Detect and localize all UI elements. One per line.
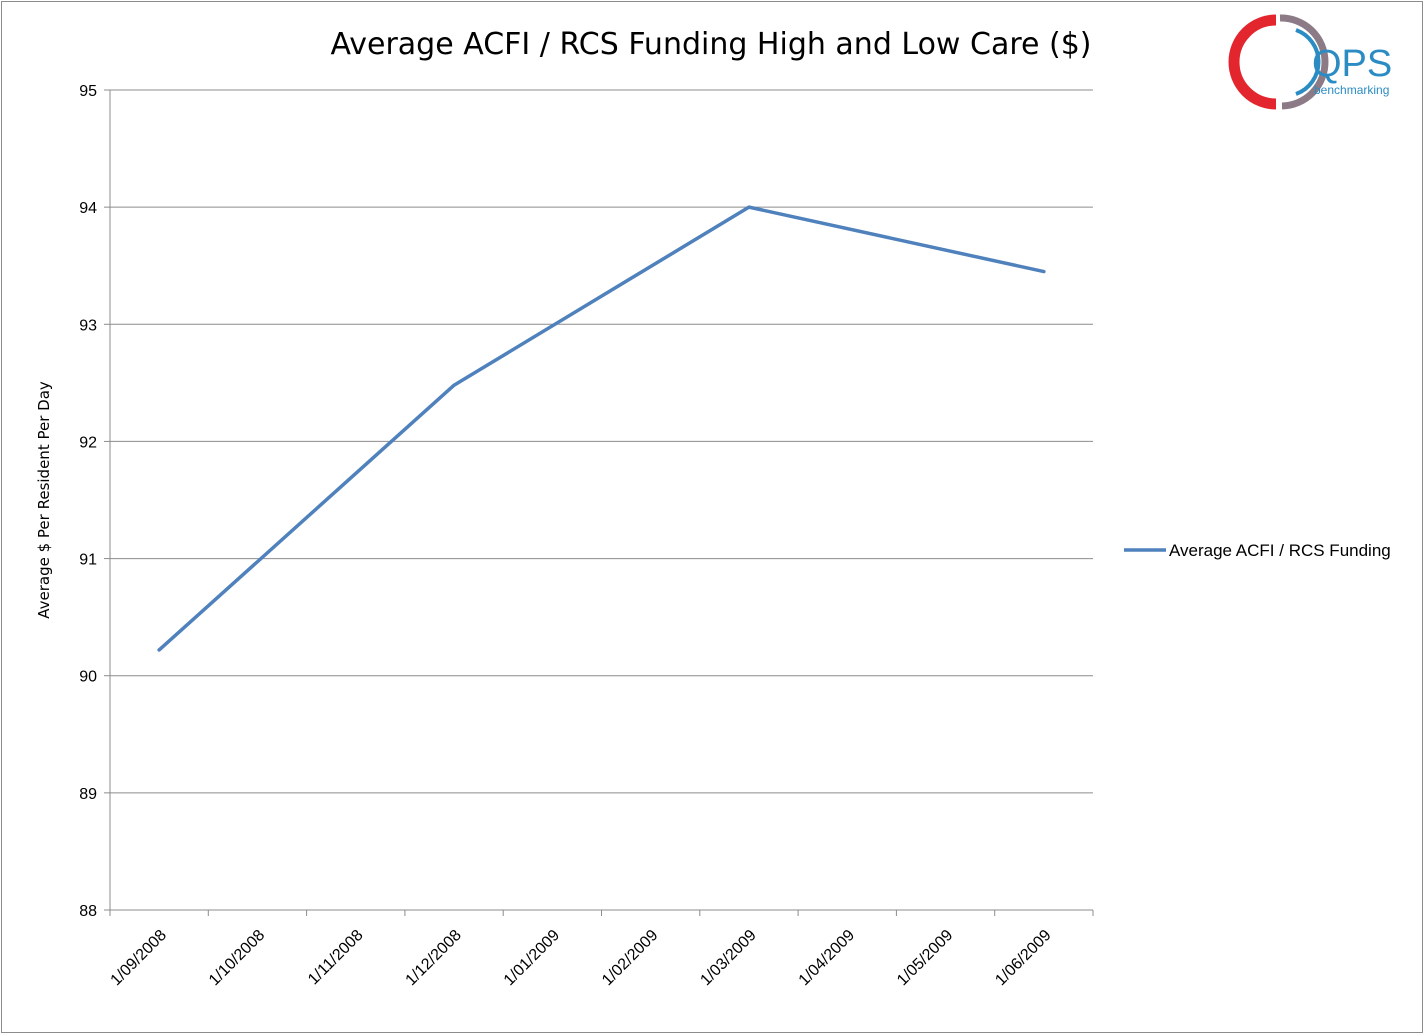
series-layer xyxy=(157,205,1046,652)
x-tick-label: 1/12/2008 xyxy=(403,927,465,989)
y-tick-label: 88 xyxy=(79,903,97,920)
x-tick-label: 1/05/2009 xyxy=(894,927,956,989)
logo-red-arc xyxy=(1228,14,1277,110)
x-axis-ticks: 1/09/2008 1/10/2008 1/11/2008 1/12/2008 1/01… xyxy=(108,910,1094,989)
x-tick-label: 1/03/2009 xyxy=(697,927,759,989)
x-tick-label: 1/11/2008 xyxy=(305,927,367,989)
gridlines xyxy=(110,89,1093,794)
y-tick-label: 90 xyxy=(79,669,97,686)
logo-subtext: benchmarking xyxy=(1314,83,1389,97)
qps-logo: QPS benchmarking xyxy=(1228,14,1392,110)
data-point xyxy=(157,648,161,652)
data-point xyxy=(1042,270,1046,274)
x-tick-label: 1/04/2009 xyxy=(796,927,858,989)
axes xyxy=(109,90,1093,911)
y-tick-label: 92 xyxy=(79,434,97,451)
y-tick-label: 93 xyxy=(79,317,97,334)
data-point xyxy=(452,383,456,387)
x-tick-label: 1/10/2008 xyxy=(206,927,268,989)
logo-blue-arc xyxy=(1295,28,1321,96)
y-axis-label: Average $ Per Resident Per Day xyxy=(35,381,53,619)
x-tick-label: 1/09/2008 xyxy=(108,927,170,989)
y-axis-ticks: 88 89 90 91 92 93 94 95 xyxy=(79,83,110,920)
legend[interactable]: Average ACFI / RCS Funding xyxy=(1124,541,1391,560)
x-tick-label: 1/01/2009 xyxy=(501,927,563,989)
logo-gray-arc xyxy=(1279,14,1329,110)
chart-title: Average ACFI / RCS Funding High and Low … xyxy=(330,27,1091,62)
y-tick-label: 91 xyxy=(79,552,97,569)
x-tick-label: 1/06/2009 xyxy=(992,927,1054,989)
y-tick-label: 95 xyxy=(79,83,97,100)
y-tick-label: 89 xyxy=(79,786,97,803)
logo-text: QPS xyxy=(1312,43,1392,85)
y-tick-label: 94 xyxy=(79,200,97,217)
series-line xyxy=(157,205,1046,652)
data-point xyxy=(747,205,751,209)
x-tick-label: 1/02/2009 xyxy=(599,927,661,989)
legend-entry: Average ACFI / RCS Funding xyxy=(1169,541,1391,560)
